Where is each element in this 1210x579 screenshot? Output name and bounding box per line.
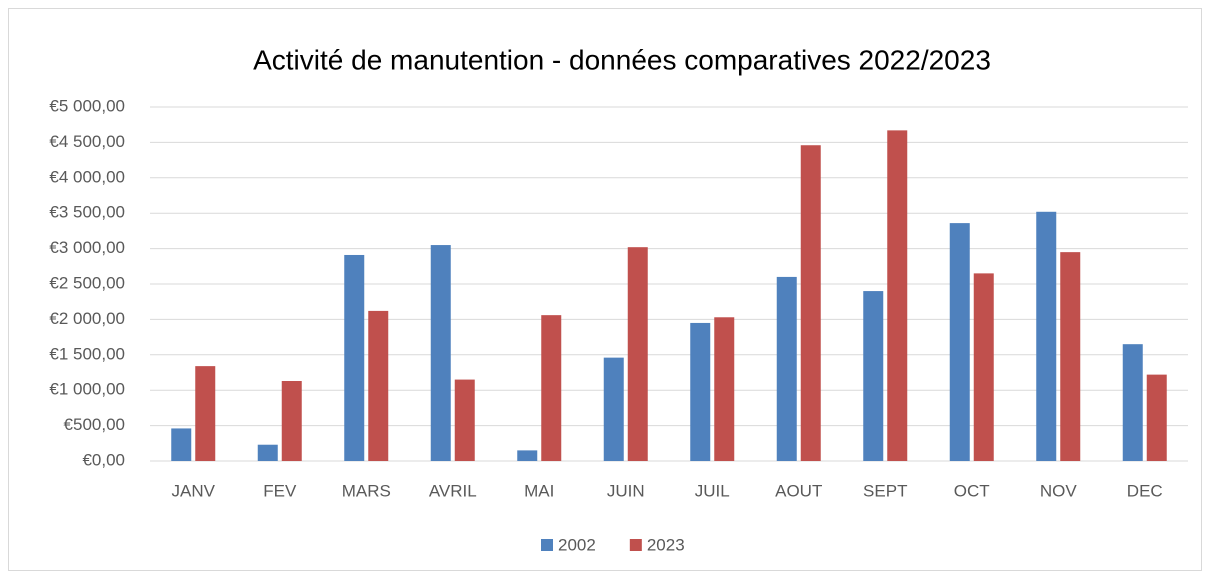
bar	[800, 145, 821, 461]
bar	[517, 450, 538, 461]
bar	[257, 444, 278, 461]
x-tick-label: DEC	[1127, 481, 1163, 500]
x-tick-label: AVRIL	[429, 481, 477, 500]
y-tick-label: €1 000,00	[49, 380, 125, 399]
x-tick-label: OCT	[954, 481, 990, 500]
bar	[195, 366, 216, 461]
y-tick-label: €2 000,00	[49, 309, 125, 328]
x-tick-label: JANV	[172, 481, 216, 500]
bar	[714, 317, 735, 461]
bar	[690, 322, 711, 461]
bar	[973, 273, 994, 461]
y-tick-label: €3 500,00	[49, 203, 125, 222]
bar	[1122, 344, 1143, 461]
bar	[603, 357, 624, 461]
y-tick-label: €4 000,00	[49, 167, 125, 186]
x-tick-label: NOV	[1040, 481, 1078, 500]
legend-label: 2023	[647, 535, 685, 554]
bar	[430, 245, 451, 461]
x-tick-label: JUIL	[695, 481, 730, 500]
bar	[627, 247, 648, 461]
x-tick-label: MAI	[524, 481, 554, 500]
y-tick-label: €500,00	[64, 415, 125, 434]
bar	[863, 291, 884, 461]
bar	[541, 315, 562, 461]
bar	[887, 130, 908, 461]
legend-swatch	[629, 539, 642, 551]
y-tick-label: €3 000,00	[49, 238, 125, 257]
bar	[454, 379, 475, 461]
bar	[776, 276, 797, 461]
legend-swatch	[541, 539, 553, 551]
y-tick-label: €5 000,00	[49, 96, 125, 115]
bar	[344, 254, 365, 461]
x-tick-label: SEPT	[863, 481, 907, 500]
y-tick-label: €2 500,00	[49, 273, 125, 292]
bar	[1036, 211, 1057, 461]
y-tick-label: €4 500,00	[49, 132, 125, 151]
y-tick-label: €0,00	[82, 450, 125, 469]
bar	[368, 310, 389, 461]
x-tick-label: AOUT	[775, 481, 822, 500]
bar	[1060, 252, 1081, 461]
x-tick-label: FEV	[263, 481, 297, 500]
legend-label: 2002	[558, 535, 596, 554]
bar	[949, 223, 970, 461]
chart-title: Activité de manutention - données compar…	[253, 44, 991, 75]
bar	[171, 428, 192, 461]
y-tick-label: €1 500,00	[49, 344, 125, 363]
x-tick-label: JUIN	[607, 481, 645, 500]
chart-border	[8, 8, 1202, 571]
bar	[1146, 374, 1167, 461]
x-tick-label: MARS	[342, 481, 391, 500]
bar	[281, 380, 302, 461]
